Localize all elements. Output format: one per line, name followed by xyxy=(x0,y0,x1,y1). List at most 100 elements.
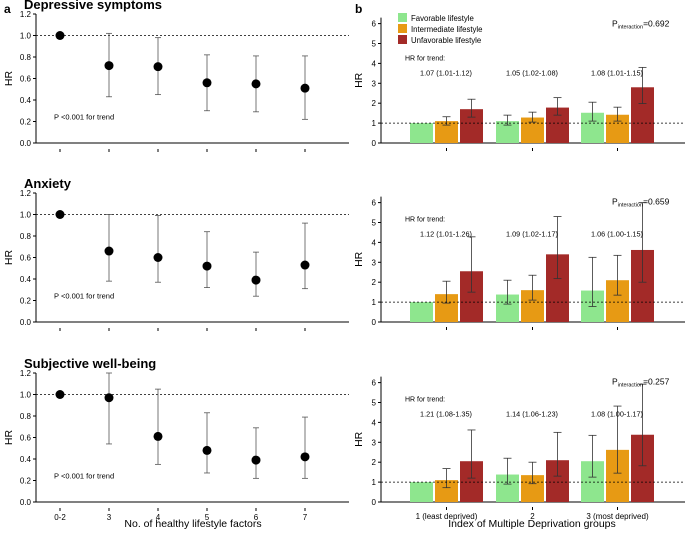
data-point xyxy=(300,260,310,270)
bar xyxy=(631,434,654,502)
left-chart-1: Depressive symptoms 0.0 0.2 0.4 0.6 0.8 1.0 1.2… xyxy=(3,0,349,152)
y-tick-label: 1 xyxy=(372,298,377,307)
bar xyxy=(435,121,458,143)
y-axis-label: HR xyxy=(353,251,365,267)
bar xyxy=(496,294,519,322)
legend-swatch xyxy=(398,35,407,44)
bar xyxy=(410,482,433,502)
bar xyxy=(521,117,544,143)
y-tick-label: 0.6 xyxy=(20,254,32,263)
y-tick-label: 4 xyxy=(372,418,377,427)
trend-annotation: P <0.001 for trend xyxy=(54,112,114,121)
y-tick-label: 3 xyxy=(372,258,377,267)
left-chart-2: Anxiety 0.0 0.2 0.4 0.6 0.8 1.0 1.2 HR P <0.001 f… xyxy=(3,176,349,331)
data-point xyxy=(153,253,163,262)
right-x-axis-label: Index of Multiple Deprivation groups xyxy=(448,518,616,530)
data-point xyxy=(55,31,65,40)
y-tick-label: 4 xyxy=(372,238,377,247)
data-point xyxy=(300,452,310,462)
hr-trend-value: 1.05 (1.02-1.08) xyxy=(506,68,558,77)
y-tick-label: 1 xyxy=(372,119,377,128)
data-point xyxy=(251,79,261,89)
x-tick-label: 2 xyxy=(530,512,535,521)
bar xyxy=(581,461,604,502)
y-tick-label: 1.2 xyxy=(20,10,32,19)
bar xyxy=(546,460,569,502)
y-tick-label: 0.0 xyxy=(20,139,32,148)
y-tick-label: 0.4 xyxy=(20,96,32,105)
x-tick-label: 1 (least deprived) xyxy=(416,512,478,521)
data-point xyxy=(104,61,114,71)
bar xyxy=(581,112,604,143)
y-tick-label: 5 xyxy=(372,40,377,49)
x-tick-label: 7 xyxy=(303,513,308,522)
x-tick-label: 5 xyxy=(205,513,210,522)
hr-trend-value: 1.12 (1.01-1.26) xyxy=(420,229,472,238)
bar xyxy=(546,254,569,322)
legend-label: Favorable lifestyle xyxy=(411,14,474,23)
y-axis-label: HR xyxy=(3,430,15,446)
y-tick-label: 3 xyxy=(372,438,377,447)
hr-trend-label: HR for trend: xyxy=(405,396,445,403)
y-tick-label: 3 xyxy=(372,79,377,88)
bar xyxy=(631,87,654,143)
hr-trend-value: 1.08 (1.00-1.17) xyxy=(591,409,643,418)
bar xyxy=(496,474,519,502)
y-tick-label: 0 xyxy=(372,139,377,148)
charts: Depressive symptoms 0.0 0.2 0.4 0.6 0.8 1.0 1.2… xyxy=(3,0,685,522)
y-tick-label: 0.4 xyxy=(20,455,32,464)
y-tick-label: 1.0 xyxy=(20,391,32,400)
y-tick-label: 5 xyxy=(372,219,377,228)
y-tick-label: 0.6 xyxy=(20,75,32,84)
p-interaction: Pinteraction=0.659 xyxy=(612,197,670,209)
data-point xyxy=(153,62,163,72)
data-point xyxy=(251,455,261,465)
y-tick-label: 4 xyxy=(372,59,377,68)
hr-trend-value: 1.08 (1.01-1.15) xyxy=(591,68,643,77)
bar xyxy=(410,123,433,143)
y-tick-label: 1.2 xyxy=(20,189,32,198)
data-point xyxy=(104,246,114,256)
bar xyxy=(521,290,544,322)
y-tick-label: 5 xyxy=(372,399,377,408)
y-axis-label: HR xyxy=(353,72,365,88)
right-chart-3: 0 1 2 3 4 5 6 HR 1 (least deprived) 2 3 (most depr… xyxy=(353,377,685,521)
x-tick-label: 6 xyxy=(254,513,259,522)
y-axis-label: HR xyxy=(353,431,365,447)
bar xyxy=(460,271,483,322)
data-point xyxy=(55,210,65,219)
y-tick-label: 1.0 xyxy=(20,211,32,220)
y-tick-label: 0.8 xyxy=(20,412,32,421)
y-tick-label: 0.4 xyxy=(20,275,32,284)
right-chart-2: 0 1 2 3 4 5 6 HR HR for trend: 1.12 (1.01-1.26) 1.… xyxy=(353,197,685,330)
bar xyxy=(496,121,519,143)
y-tick-label: 0 xyxy=(372,318,377,327)
legend-swatch xyxy=(398,24,407,33)
y-tick-label: 0.8 xyxy=(20,53,32,62)
bar xyxy=(606,449,629,502)
hr-trend-value: 1.07 (1.01-1.12) xyxy=(420,68,472,77)
trend-annotation: P <0.001 for trend xyxy=(54,291,114,300)
hr-trend-value: 1.14 (1.06-1.23) xyxy=(506,409,558,418)
x-tick-label: 4 xyxy=(156,513,161,522)
y-tick-label: 0.0 xyxy=(20,498,32,507)
hr-trend-value: 1.06 (1.00-1.15) xyxy=(591,229,643,238)
legend-label: Intermediate lifestyle xyxy=(411,25,483,34)
y-tick-label: 1 xyxy=(372,478,377,487)
y-axis-label: HR xyxy=(3,250,15,266)
y-tick-label: 0.2 xyxy=(20,477,32,486)
legend-label: Unfavorable lifestyle xyxy=(411,36,481,45)
chart-title: Depressive symptoms xyxy=(24,0,162,12)
left-x-axis-label: No. of healthy lifestyle factors xyxy=(124,518,261,530)
y-tick-label: 2 xyxy=(372,458,377,467)
bar xyxy=(435,294,458,322)
hr-trend-label: HR for trend: xyxy=(405,55,445,62)
bar xyxy=(606,114,629,143)
data-point xyxy=(104,393,114,403)
panel-label-b: b xyxy=(355,2,362,16)
bar xyxy=(460,461,483,502)
right-chart-1: 0 1 2 3 4 5 6 HR HR for trend: 1.07 (1.01-1.12) 1.… xyxy=(353,13,685,151)
data-point xyxy=(202,261,212,271)
chart-title: Anxiety xyxy=(24,176,72,191)
data-point xyxy=(55,390,65,399)
